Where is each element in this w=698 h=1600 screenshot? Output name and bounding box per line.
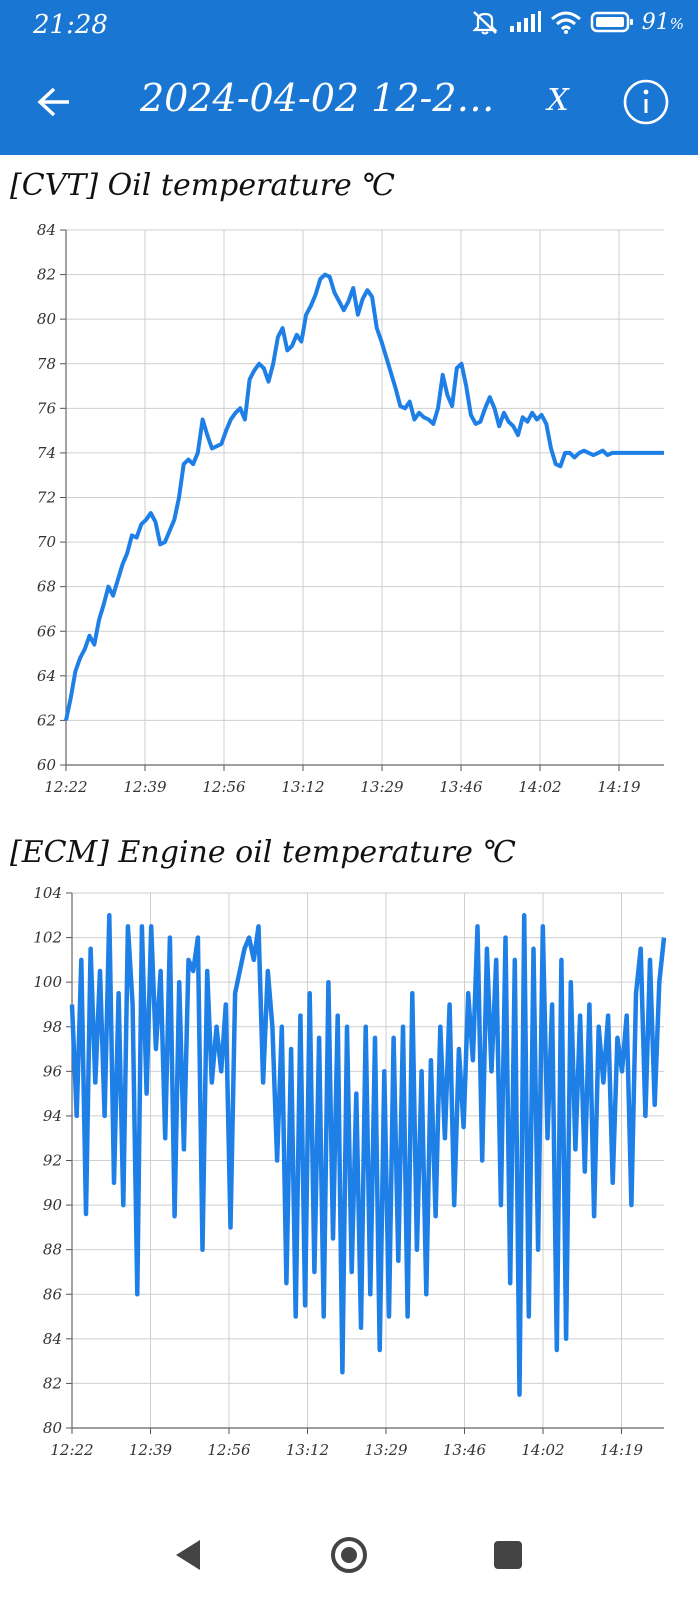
y-tick-label: 92 <box>43 1152 62 1170</box>
x-tick-label: 13:12 <box>281 778 324 796</box>
y-tick-label: 62 <box>37 711 56 729</box>
x-tick-label: 14:19 <box>600 1441 644 1459</box>
chart-title-cvt: [CVT] Oil temperature ℃ <box>10 168 395 203</box>
battery-percent: 91% <box>641 9 684 35</box>
y-tick-label: 86 <box>43 1285 63 1303</box>
y-tick-label: 72 <box>37 489 56 507</box>
y-tick-label: 66 <box>37 622 57 640</box>
back-button[interactable] <box>26 76 82 128</box>
close-button[interactable]: X <box>547 83 569 118</box>
chart-ecm-engine-oil-temperature: 80 82 84 86 88 90 92 94 96 98 100 102 104 12:22 12:39 1… <box>33 884 667 1459</box>
y-tick-label: 96 <box>43 1062 63 1080</box>
y-tick-label: 78 <box>37 355 56 373</box>
y-tick-label: 80 <box>37 310 57 328</box>
series-line <box>69 913 667 1397</box>
nav-back-button[interactable] <box>158 1530 218 1580</box>
y-tick-label: 68 <box>37 578 56 596</box>
status-time: 21:28 <box>33 10 108 40</box>
series-line <box>64 272 664 721</box>
x-tick-label: 14:02 <box>518 778 561 796</box>
battery-icon <box>590 11 633 33</box>
y-tick-label: 82 <box>37 266 56 284</box>
wifi-icon <box>550 11 581 34</box>
nav-recents-button[interactable] <box>478 1530 538 1580</box>
x-tick-label: 13:29 <box>360 778 404 796</box>
home-circle-icon <box>331 1537 367 1573</box>
recents-square-icon <box>494 1541 522 1569</box>
app-bar: 2024-04-02 12-22... X <box>0 48 698 155</box>
y-tick-label: 60 <box>37 756 57 774</box>
y-tick-label: 102 <box>33 929 62 947</box>
x-tick-label: 12:22 <box>44 778 87 796</box>
back-triangle-icon <box>176 1540 200 1570</box>
x-tick-label: 13:29 <box>364 1441 408 1459</box>
y-tick-label: 104 <box>33 884 62 902</box>
y-tick-label: 90 <box>43 1196 63 1214</box>
status-icons: 91% <box>470 9 684 35</box>
y-tick-label: 70 <box>37 533 57 551</box>
signal-icon <box>509 11 541 32</box>
app-title: 2024-04-02 12-22... <box>140 76 500 120</box>
x-tick-label: 13:46 <box>443 1441 487 1459</box>
y-tick-label: 100 <box>33 973 62 991</box>
y-tick-label: 84 <box>43 1330 62 1348</box>
y-tick-label: 88 <box>43 1241 62 1259</box>
x-tick-label: 12:56 <box>202 778 246 796</box>
info-button[interactable] <box>622 78 670 126</box>
y-tick-label: 80 <box>43 1419 63 1437</box>
y-tick-label: 84 <box>37 221 56 239</box>
x-tick-label: 14:19 <box>597 778 641 796</box>
x-tick-label: 12:39 <box>129 1441 173 1459</box>
y-tick-label: 98 <box>43 1018 62 1036</box>
x-tick-label: 13:46 <box>439 778 483 796</box>
y-tick-label: 82 <box>43 1374 62 1392</box>
y-tick-label: 76 <box>37 399 57 417</box>
y-tick-label: 74 <box>37 444 56 462</box>
system-nav-bar <box>0 1500 698 1600</box>
y-tick-label: 64 <box>37 667 56 685</box>
status-bar: 21:28 91% <box>0 0 698 48</box>
y-tick-label: 94 <box>43 1107 62 1125</box>
mute-icon <box>472 11 498 35</box>
info-icon <box>623 79 669 125</box>
x-tick-label: 13:12 <box>286 1441 329 1459</box>
chart-title-ecm: [ECM] Engine oil temperature ℃ <box>10 835 516 870</box>
x-tick-label: 12:39 <box>123 778 167 796</box>
x-tick-label: 12:22 <box>50 1441 93 1459</box>
x-tick-label: 14:02 <box>521 1441 564 1459</box>
x-tick-label: 12:56 <box>207 1441 251 1459</box>
nav-home-button[interactable] <box>319 1530 379 1580</box>
chart-cvt-oil-temperature: 60 62 64 66 68 70 72 74 76 78 80 82 84 12:22 12:39 12:5… <box>37 221 664 796</box>
arrow-left-icon <box>37 87 69 117</box>
